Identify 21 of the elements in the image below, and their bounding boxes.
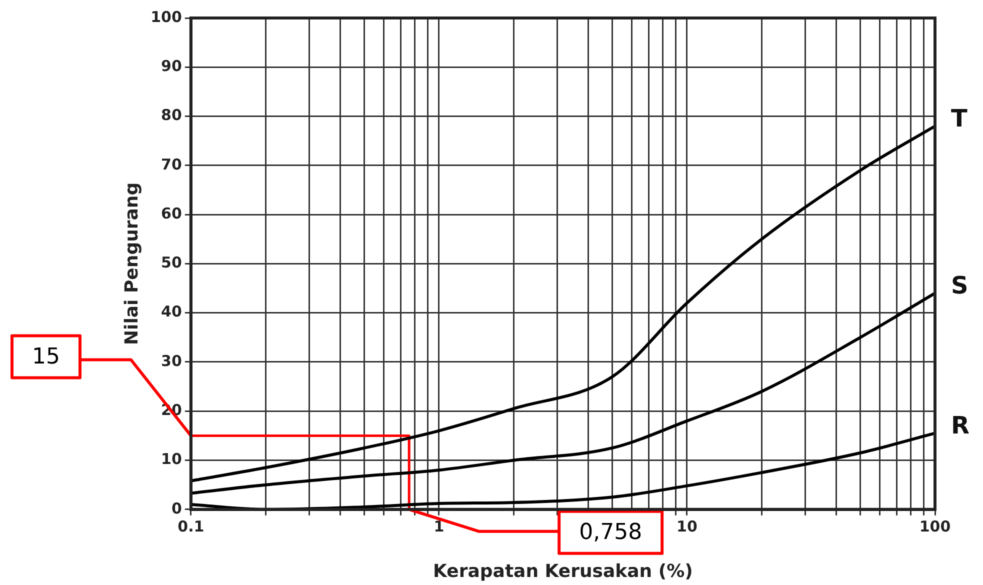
y-tick-label: 40 <box>161 302 182 321</box>
x-tick-label: 100 <box>919 517 951 536</box>
y-tick-label: 70 <box>161 155 182 174</box>
y-tick-label: 100 <box>150 8 182 26</box>
y-tick-label: 80 <box>161 106 182 124</box>
x-tick-label: 10 <box>676 517 698 536</box>
series-label: T <box>951 104 968 132</box>
x-axis-title: Kerapatan Kerusakan (%) <box>433 560 693 582</box>
y-tick-label: 60 <box>161 204 182 222</box>
series-label: R <box>951 411 970 440</box>
y-tick-label: 50 <box>161 254 182 272</box>
y-tick-label: 10 <box>161 450 182 468</box>
y-tick-label: 0 <box>171 499 182 518</box>
annotation: 15 <box>32 344 60 370</box>
series-label: S <box>951 271 968 300</box>
x-tick-label: 0.1 <box>178 517 204 536</box>
x-tick-label: 1 <box>434 517 444 536</box>
annotation: 0,758 <box>579 520 642 546</box>
y-tick-label: 30 <box>161 352 182 370</box>
y-tick-label: 90 <box>161 57 182 76</box>
y-axis-title: Nilai Pengurang <box>121 182 142 346</box>
